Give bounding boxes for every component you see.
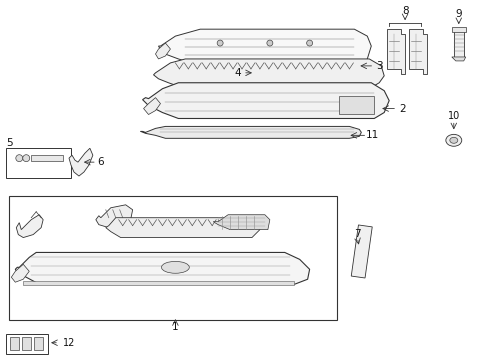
- Ellipse shape: [161, 261, 189, 273]
- Text: 5: 5: [6, 138, 13, 148]
- Polygon shape: [96, 205, 132, 228]
- Text: 12: 12: [63, 338, 75, 348]
- Ellipse shape: [445, 134, 461, 146]
- Circle shape: [217, 40, 223, 46]
- Polygon shape: [141, 126, 361, 138]
- Bar: [350, 225, 371, 278]
- Bar: [34, 337, 43, 350]
- Bar: [10, 337, 19, 350]
- Bar: [339, 96, 373, 113]
- Ellipse shape: [449, 137, 457, 143]
- Bar: [6, 334, 48, 354]
- Text: 10: 10: [447, 111, 459, 121]
- Text: 6: 6: [97, 157, 104, 167]
- Polygon shape: [15, 252, 309, 284]
- Polygon shape: [142, 83, 388, 118]
- Bar: [31, 155, 63, 161]
- Polygon shape: [408, 29, 426, 74]
- Polygon shape: [155, 43, 170, 59]
- Text: 9: 9: [454, 9, 461, 19]
- Text: 3: 3: [375, 61, 382, 71]
- Circle shape: [266, 40, 272, 46]
- Bar: [453, 29, 463, 57]
- Text: 1: 1: [172, 322, 178, 332]
- Text: 4: 4: [234, 68, 241, 78]
- Bar: [23, 281, 293, 285]
- Text: 8: 8: [401, 6, 407, 16]
- Polygon shape: [158, 29, 370, 66]
- Polygon shape: [143, 98, 160, 114]
- Polygon shape: [153, 59, 384, 89]
- Polygon shape: [213, 215, 269, 230]
- Circle shape: [306, 40, 312, 46]
- Polygon shape: [105, 218, 260, 238]
- Bar: [22, 337, 31, 350]
- Polygon shape: [69, 148, 93, 176]
- Text: 7: 7: [353, 229, 360, 239]
- Circle shape: [16, 155, 23, 162]
- Bar: [6, 148, 71, 178]
- Text: 2: 2: [398, 104, 405, 113]
- Polygon shape: [386, 29, 404, 74]
- Circle shape: [23, 155, 30, 162]
- Polygon shape: [11, 264, 29, 282]
- Polygon shape: [451, 57, 465, 61]
- Bar: [451, 27, 465, 32]
- Polygon shape: [16, 215, 43, 238]
- Bar: [9, 196, 337, 320]
- Text: 11: 11: [365, 130, 378, 140]
